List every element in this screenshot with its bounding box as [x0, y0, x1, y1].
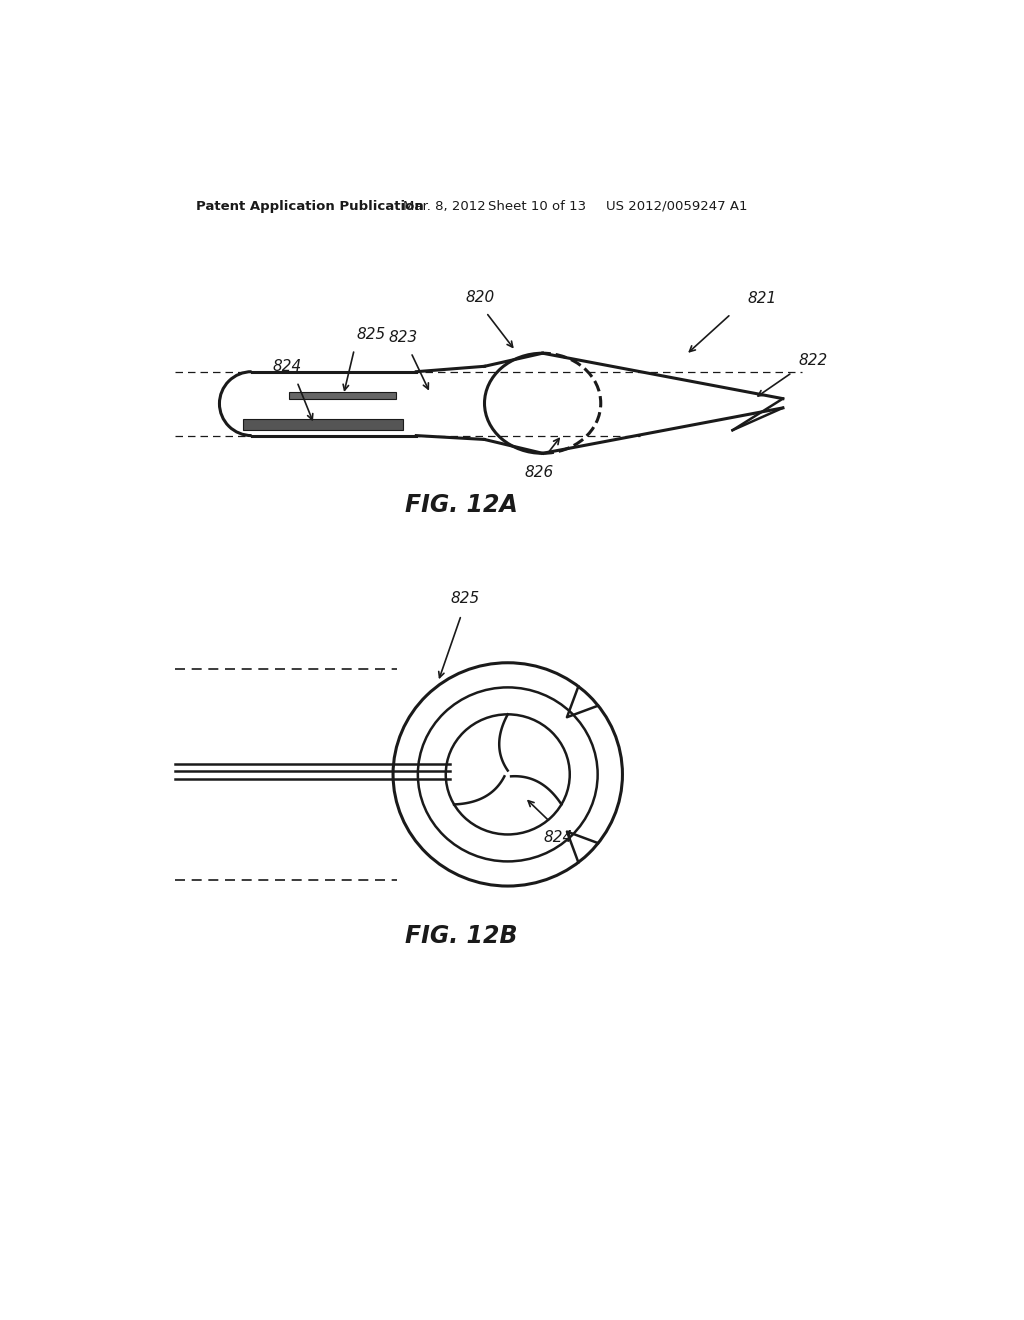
Text: Patent Application Publication: Patent Application Publication — [197, 199, 424, 213]
Text: Mar. 8, 2012: Mar. 8, 2012 — [403, 199, 485, 213]
Text: Sheet 10 of 13: Sheet 10 of 13 — [488, 199, 587, 213]
Text: 822: 822 — [799, 352, 827, 368]
Text: 825: 825 — [356, 326, 386, 342]
Text: 824: 824 — [544, 830, 572, 845]
Text: 826: 826 — [524, 465, 553, 480]
Text: US 2012/0059247 A1: US 2012/0059247 A1 — [606, 199, 748, 213]
Text: FIG. 12B: FIG. 12B — [406, 924, 517, 948]
Text: 821: 821 — [748, 292, 777, 306]
Text: 820: 820 — [466, 289, 496, 305]
Text: FIG. 12A: FIG. 12A — [404, 492, 517, 517]
Text: 825: 825 — [451, 591, 480, 606]
Bar — [289, 392, 396, 399]
Bar — [243, 420, 403, 430]
Text: 823: 823 — [388, 330, 418, 345]
Text: 824: 824 — [272, 359, 301, 374]
